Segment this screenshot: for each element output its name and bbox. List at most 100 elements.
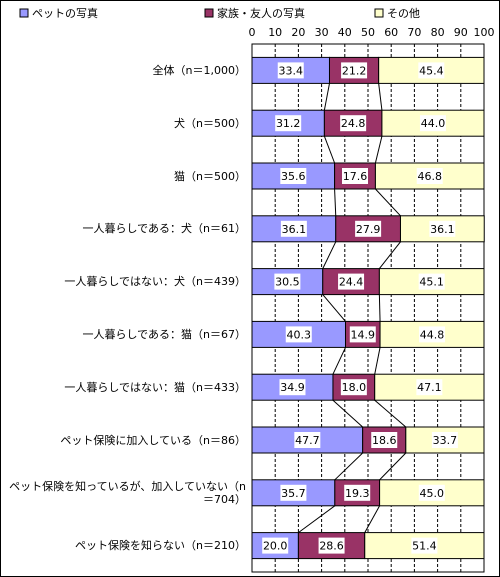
connector-line bbox=[332, 347, 346, 375]
category-label-box: 猫（n＝500） bbox=[174, 169, 246, 183]
category-label-box: 一人暮らしではない：猫（n＝433） bbox=[64, 380, 246, 394]
category-label-box: ペット保険を知らない（n＝210） bbox=[75, 539, 246, 553]
value-label-bg bbox=[340, 379, 367, 396]
x-tick-label: 60 bbox=[384, 26, 398, 39]
x-tick-label: 100 bbox=[474, 26, 495, 39]
connector-line bbox=[378, 241, 401, 269]
value-label-bg bbox=[431, 432, 458, 448]
value-label-bg bbox=[429, 220, 456, 237]
connector-line bbox=[322, 241, 337, 269]
value-label: 44.0 bbox=[421, 117, 446, 130]
x-tick-label: 10 bbox=[268, 26, 282, 39]
value-label: 36.1 bbox=[282, 223, 307, 236]
category-label-box: ペット保険を知っているが、加入していない（n＝704） bbox=[9, 479, 246, 506]
x-tick-label: 30 bbox=[315, 26, 329, 39]
x-tick-label: 90 bbox=[454, 26, 468, 39]
legend-swatch bbox=[204, 8, 214, 18]
value-label-bg bbox=[280, 484, 307, 501]
value-label-bg bbox=[344, 484, 371, 501]
value-label: 47.1 bbox=[417, 381, 442, 394]
connector-line bbox=[323, 83, 330, 111]
value-label: 24.4 bbox=[339, 276, 364, 289]
value-label: 27.9 bbox=[356, 223, 381, 236]
y-tick-label: ペット保険を知っているが、加入していない（n＝704） bbox=[9, 479, 246, 506]
value-label: 45.1 bbox=[419, 276, 444, 289]
value-label: 44.8 bbox=[420, 328, 445, 341]
value-label: 33.7 bbox=[433, 434, 458, 447]
value-label: 24.8 bbox=[341, 117, 366, 130]
x-tick-label: 40 bbox=[338, 26, 352, 39]
y-tick-label: 一人暮らしである：猫（n＝67） bbox=[82, 327, 246, 341]
value-label: 46.8 bbox=[417, 170, 442, 183]
value-label-bg bbox=[371, 432, 398, 448]
connector-line bbox=[374, 136, 383, 164]
y-tick-label: 犬（n＝500） bbox=[174, 116, 246, 130]
category-label-box: 犬（n＝500） bbox=[174, 116, 246, 130]
value-label-bg bbox=[279, 379, 306, 396]
value-label-bg bbox=[355, 220, 382, 237]
value-label: 51.4 bbox=[412, 540, 437, 553]
bar-segment bbox=[332, 373, 376, 401]
connector-line bbox=[322, 294, 346, 322]
value-label-bg bbox=[349, 326, 376, 343]
bar-segment bbox=[251, 162, 336, 190]
x-tick-label: 0 bbox=[249, 26, 256, 39]
y-tick-label: ペット保険を知らない（n＝210） bbox=[75, 539, 246, 553]
value-label-bg bbox=[277, 62, 304, 79]
value-label-bg bbox=[411, 537, 438, 554]
value-label: 31.2 bbox=[276, 117, 301, 130]
value-label: 18.0 bbox=[342, 381, 367, 394]
connector-line bbox=[374, 399, 407, 428]
value-label-bg bbox=[274, 273, 301, 290]
value-label: 45.0 bbox=[420, 487, 445, 500]
connector-line bbox=[298, 505, 336, 534]
value-label: 40.3 bbox=[286, 328, 311, 341]
connector-line bbox=[379, 452, 407, 481]
value-label: 35.7 bbox=[281, 487, 306, 500]
value-label-bg bbox=[275, 115, 302, 132]
connector-line bbox=[364, 505, 381, 533]
value-label-bg bbox=[262, 537, 289, 554]
value-label: 35.6 bbox=[281, 170, 306, 183]
value-label: 47.7 bbox=[295, 434, 320, 447]
y-tick-label: 一人暮らしである：犬（n＝61） bbox=[82, 222, 246, 236]
value-label: 17.6 bbox=[343, 170, 368, 183]
value-label-bg bbox=[418, 62, 445, 79]
category-label-box: 一人暮らしである：犬（n＝61） bbox=[82, 222, 246, 236]
category-label-box: 一人暮らしではない：犬（n＝439） bbox=[64, 275, 246, 289]
legend-label: ペットの写真 bbox=[32, 6, 98, 20]
category-label-box: 全体（n＝1,000） bbox=[152, 63, 246, 77]
value-label-bg bbox=[418, 484, 445, 501]
connector-line bbox=[375, 188, 401, 217]
category-label-box: 一人暮らしである：猫（n＝67） bbox=[82, 327, 246, 341]
legend-label: 家族・友人の写真 bbox=[217, 6, 305, 20]
connector-line bbox=[378, 83, 383, 111]
value-label-bg bbox=[285, 326, 312, 343]
connector-line bbox=[374, 347, 381, 375]
value-label-bg bbox=[338, 273, 365, 290]
x-tick-label: 80 bbox=[431, 26, 445, 39]
value-label-bg bbox=[419, 115, 446, 132]
value-label-bg bbox=[280, 168, 307, 184]
category-label-box: ペット保険に加入している（n＝86） bbox=[60, 434, 246, 447]
y-tick-label: 一人暮らしではない：犬（n＝439） bbox=[64, 275, 246, 289]
y-tick-label: 一人暮らしではない：猫（n＝433） bbox=[64, 380, 246, 394]
legend-swatch bbox=[19, 8, 29, 18]
x-tick-label: 20 bbox=[291, 26, 305, 39]
value-label: 45.4 bbox=[419, 64, 444, 77]
bar-segment bbox=[362, 426, 407, 454]
connector-line bbox=[334, 188, 337, 216]
connector-line bbox=[323, 136, 336, 164]
value-label-bg bbox=[416, 379, 443, 396]
value-label-bg bbox=[340, 115, 367, 132]
value-label-bg bbox=[416, 168, 443, 184]
value-label: 33.4 bbox=[278, 64, 303, 77]
value-label: 36.1 bbox=[430, 223, 455, 236]
value-label-bg bbox=[419, 326, 446, 343]
y-tick-label: 猫（n＝500） bbox=[174, 169, 246, 183]
value-label: 34.9 bbox=[280, 381, 305, 394]
value-label-bg bbox=[318, 537, 345, 554]
y-tick-label: 全体（n＝1,000） bbox=[152, 63, 246, 77]
value-label: 20.0 bbox=[263, 540, 288, 553]
value-label: 28.6 bbox=[319, 540, 344, 553]
